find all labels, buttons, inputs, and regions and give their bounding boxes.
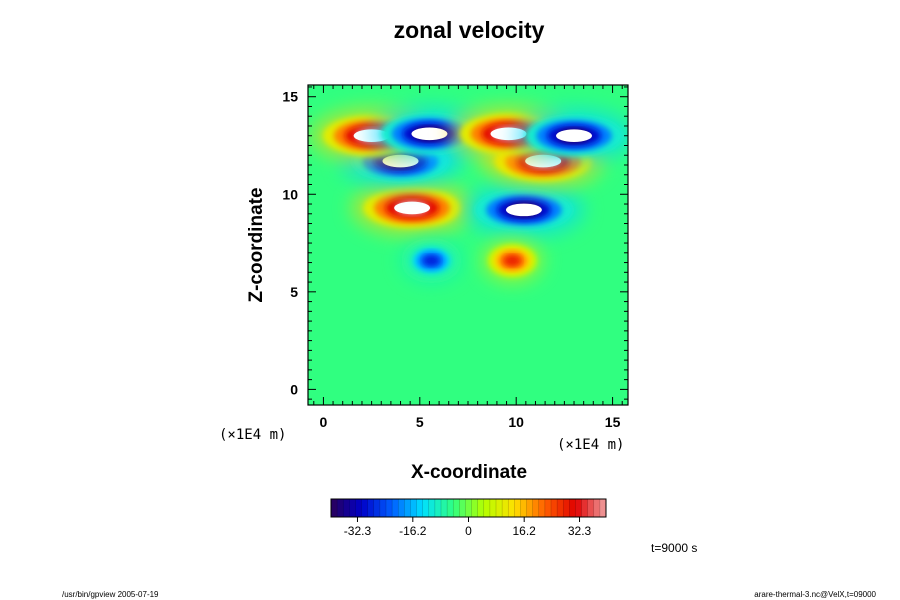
field-feature-0 <box>350 179 474 237</box>
field-saturated-core <box>411 127 448 141</box>
colorbar-segment <box>563 499 570 517</box>
colorbar-scale <box>331 499 607 517</box>
colorbar-segment <box>599 499 607 517</box>
colorbar-segment <box>459 499 466 517</box>
colorbar-segment <box>447 499 454 517</box>
y-units-label: (×1E4 m) <box>219 427 286 443</box>
time-label: t=9000 s <box>651 541 697 555</box>
colorbar-segment <box>416 499 424 517</box>
colorbar-segment <box>526 499 534 517</box>
y-axis-label: Z-coordinate <box>246 187 267 302</box>
colorbar: -32.3 -16.2 0 16.2 32.3 <box>330 498 607 538</box>
footer-left: /usr/bin/gpview 2005-07-19 <box>62 590 159 599</box>
colorbar-segment <box>398 499 405 517</box>
y-tick-label: 0 <box>290 381 298 397</box>
colorbar-segment <box>367 499 375 517</box>
colorbar-segment <box>587 499 595 517</box>
field-feature-7 <box>512 107 628 165</box>
colorbar-segment <box>434 499 442 517</box>
colorbar-segment <box>392 499 399 517</box>
colorbar-segment <box>471 499 479 517</box>
plot-area: 0 5 10 15 0 5 10 15 <box>282 84 629 430</box>
footer-right: arare-thermal-3.nc@VelX,t=09000 <box>754 590 876 599</box>
colorbar-tick-label: -32.3 <box>344 524 372 538</box>
y-tick-label: 15 <box>282 89 298 105</box>
chart-title: zonal velocity <box>394 17 545 43</box>
velocity-field <box>310 105 628 284</box>
colorbar-segment <box>453 499 460 517</box>
colorbar-segment <box>349 499 356 517</box>
colorbar-segment <box>428 499 436 517</box>
field-saturated-core <box>394 201 431 215</box>
field-feature-9 <box>481 237 543 284</box>
colorbar-tick-label: 16.2 <box>513 524 537 538</box>
colorbar-segment <box>569 499 576 517</box>
colorbar-segment <box>544 499 552 517</box>
colorbar-segment <box>331 499 338 517</box>
field-contour <box>423 255 440 267</box>
colorbar-segment <box>410 499 417 517</box>
colorbar-segment <box>520 499 527 517</box>
colorbar-tick-label: -16.2 <box>399 524 427 538</box>
field-feature-8 <box>400 237 462 284</box>
colorbar-segment <box>496 499 503 517</box>
colorbar-segment <box>422 499 430 517</box>
colorbar-segment <box>502 499 509 517</box>
colorbar-segment <box>477 499 485 517</box>
colorbar-segment <box>575 499 582 517</box>
y-tick-label: 10 <box>282 186 298 202</box>
field-contour <box>504 255 521 267</box>
colorbar-tick-label: 0 <box>465 524 472 538</box>
colorbar-segment <box>581 499 589 517</box>
colorbar-tick-label: 32.3 <box>568 524 592 538</box>
colorbar-segment <box>489 499 497 517</box>
x-tick-label: 15 <box>605 414 621 430</box>
colorbar-segment <box>361 499 369 517</box>
field-saturated-core <box>505 203 542 217</box>
colorbar-segment <box>355 499 362 517</box>
colorbar-segment <box>483 499 491 517</box>
colorbar-segment <box>538 499 546 517</box>
x-tick-label: 10 <box>508 414 524 430</box>
colorbar-segment <box>337 499 344 517</box>
colorbar-segment <box>373 499 381 517</box>
colorbar-segment <box>343 499 350 517</box>
y-tick-label: 5 <box>290 284 298 300</box>
colorbar-segment <box>379 499 387 517</box>
colorbar-segment <box>465 499 472 517</box>
colorbar-segment <box>551 499 558 517</box>
colorbar-segment <box>386 499 393 517</box>
axis-ticks: 0 5 10 15 0 5 10 15 <box>282 85 628 430</box>
colorbar-segment <box>593 499 601 517</box>
x-tick-label: 0 <box>320 414 328 430</box>
colorbar-segment <box>532 499 540 517</box>
field-feature-1 <box>462 181 586 239</box>
colorbar-segment <box>557 499 564 517</box>
colorbar-segment <box>441 499 448 517</box>
colorbar-segment <box>508 499 515 517</box>
colorbar-segment <box>404 499 411 517</box>
field-saturated-core <box>556 129 593 143</box>
colorbar-ticks: -32.3 -16.2 0 16.2 32.3 <box>344 517 592 538</box>
colorbar-segment <box>514 499 521 517</box>
x-axis-label: X-coordinate <box>411 462 527 483</box>
x-tick-label: 5 <box>416 414 424 430</box>
x-units-label: (×1E4 m) <box>557 437 624 453</box>
